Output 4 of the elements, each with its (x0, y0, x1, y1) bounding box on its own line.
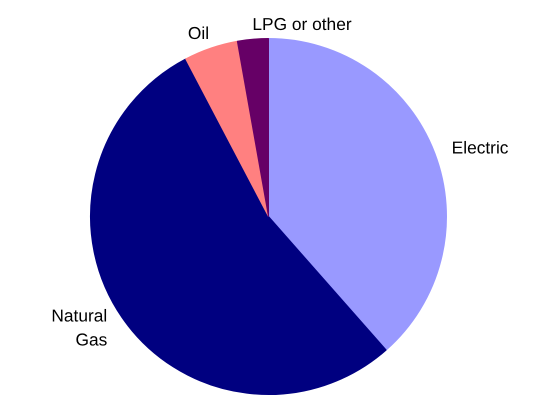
slice-label: Natural Gas (51, 306, 108, 350)
slice-label: Oil (188, 23, 210, 44)
slice-label: LPG or other (252, 14, 352, 34)
slice-label: Electric (452, 137, 509, 158)
